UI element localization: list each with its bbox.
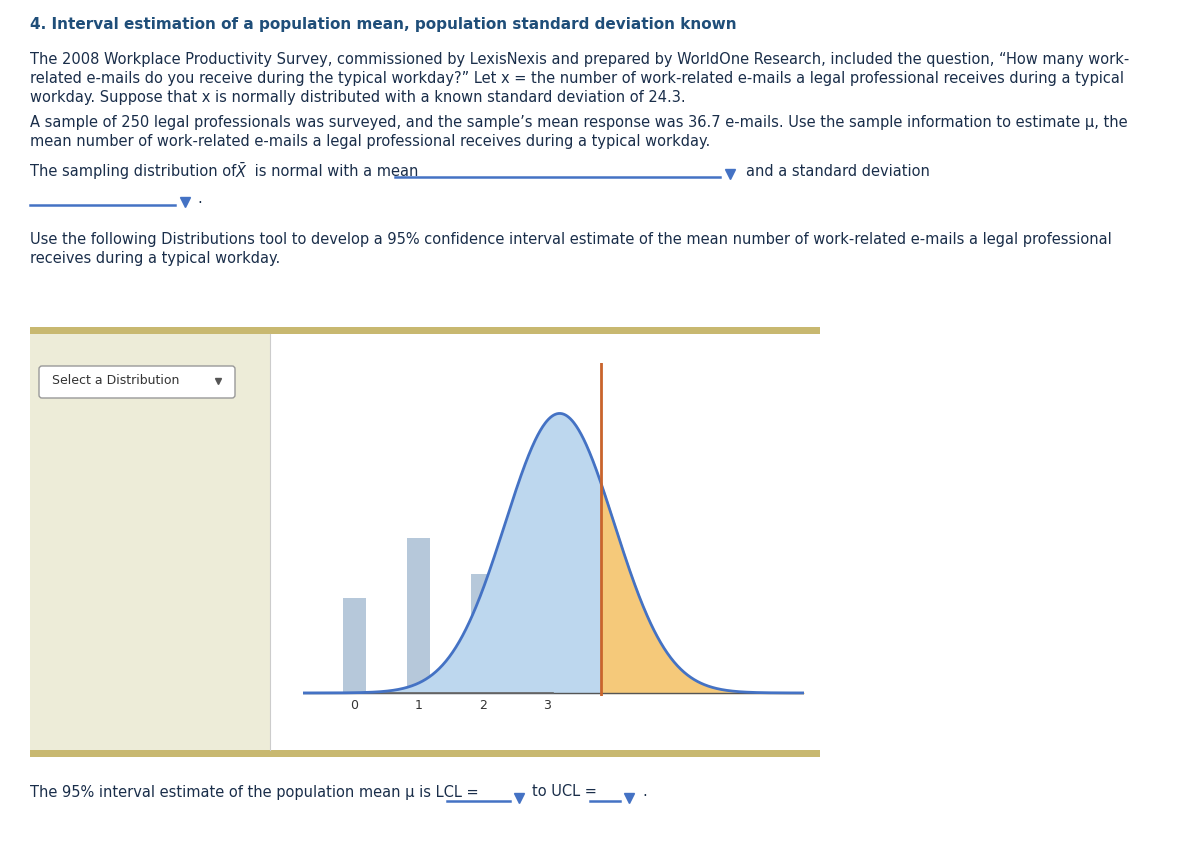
Text: workday. Suppose that x is normally distributed with a known standard deviation : workday. Suppose that x is normally dist… [30,90,685,105]
FancyBboxPatch shape [38,366,235,398]
Text: The 95% interval estimate of the population mean μ is LCL =: The 95% interval estimate of the populat… [30,785,479,799]
Text: A sample of 250 legal professionals was surveyed, and the sample’s mean response: A sample of 250 legal professionals was … [30,115,1128,130]
Text: The sampling distribution of: The sampling distribution of [30,164,241,179]
Text: and a standard deviation: and a standard deviation [746,164,930,179]
Bar [30,327,820,334]
Text: mean number of work-related e-mails a legal professional receives during a typic: mean number of work-related e-mails a le… [30,134,710,149]
Text: .: . [197,191,202,206]
Text: to UCL =: to UCL = [532,785,596,799]
Text: 4. Interval estimation of a population mean, population standard deviation known: 4. Interval estimation of a population m… [30,17,737,32]
Text: Distributions: Distributions [512,544,736,573]
Text: The 2008 Workplace Productivity Survey, commissioned by LexisNexis and prepared : The 2008 Workplace Productivity Survey, … [30,52,1129,67]
Bar [30,750,820,757]
Text: Select a Distribution: Select a Distribution [52,375,179,388]
Text: Use the following Distributions tool to develop a 95% confidence interval estima: Use the following Distributions tool to … [30,232,1111,247]
Text: $\bar{X}$: $\bar{X}$ [235,162,248,181]
Bar [30,334,820,750]
Bar [30,334,270,750]
Text: is normal with a mean: is normal with a mean [250,164,419,179]
Bar [407,538,430,693]
Text: related e-mails do you receive during the typical workday?” Let x = the number o: related e-mails do you receive during th… [30,71,1124,86]
Text: receives during a typical workday.: receives during a typical workday. [30,251,281,266]
Bar [472,574,494,693]
Text: .: . [642,785,647,799]
Bar [343,597,366,693]
